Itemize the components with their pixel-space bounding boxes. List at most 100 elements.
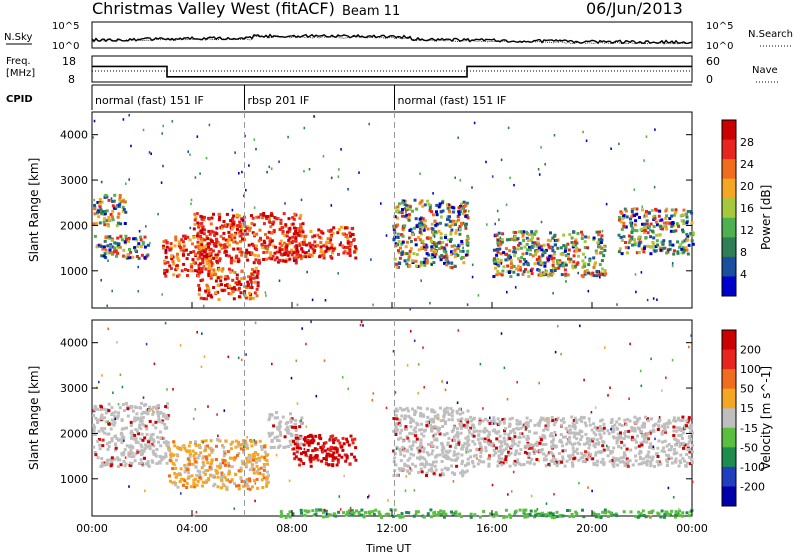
heatmap-cell <box>147 409 151 413</box>
heatmap-cell <box>452 453 456 457</box>
heatmap-cell <box>653 217 657 220</box>
heatmap-cell <box>538 449 542 453</box>
heatmap-cell <box>199 279 203 283</box>
heatmap-cell <box>543 251 547 255</box>
heatmap-cell <box>542 452 546 456</box>
heatmap-cell <box>297 446 301 450</box>
heatmap-cell <box>526 239 530 243</box>
heatmap-cell <box>473 121 476 125</box>
heatmap-cell <box>418 224 422 228</box>
heatmap-cell <box>322 244 326 248</box>
heatmap-cell <box>412 440 415 444</box>
heatmap-cell <box>450 228 454 232</box>
heatmap-cell <box>397 202 401 206</box>
x-axis-label: Time UT <box>365 542 411 554</box>
heatmap-cell <box>347 509 351 513</box>
heatmap-cell <box>583 459 587 463</box>
heatmap-cell <box>196 236 200 240</box>
heatmap-cell <box>623 431 627 435</box>
heatmap-cell <box>255 294 259 298</box>
heatmap-cell <box>113 241 117 245</box>
heatmap-cell <box>655 233 659 237</box>
heatmap-cell <box>571 453 575 457</box>
heatmap-cell <box>613 423 617 427</box>
heatmap-cell <box>453 264 457 268</box>
nsearch-label: N.Search <box>748 29 793 40</box>
heatmap-cell <box>268 416 272 420</box>
heatmap-cell <box>430 429 434 433</box>
heatmap-cell <box>496 269 500 273</box>
heatmap-cell <box>546 417 548 420</box>
heatmap-cell <box>294 258 298 262</box>
heatmap-cell <box>687 448 691 452</box>
heatmap-cell <box>416 456 419 460</box>
heatmap-cell <box>195 510 198 514</box>
heatmap-cell <box>465 448 468 452</box>
heatmap-cell <box>411 443 415 447</box>
heatmap-cell <box>162 244 165 248</box>
heatmap-cell <box>253 232 257 236</box>
heatmap-cell <box>565 280 567 283</box>
heatmap-cell <box>456 431 459 435</box>
heatmap-cell <box>507 453 511 457</box>
heatmap-cell <box>413 238 417 242</box>
heatmap-cell <box>254 258 258 262</box>
heatmap-cell <box>691 230 694 234</box>
heatmap-cell <box>224 275 228 279</box>
heatmap-cell <box>441 380 443 383</box>
heatmap-cell <box>239 223 242 226</box>
heatmap-cell <box>500 158 503 162</box>
heatmap-cell <box>294 435 298 438</box>
heatmap-cell <box>100 427 104 430</box>
heatmap-cell <box>106 304 108 307</box>
heatmap-cell <box>513 512 517 516</box>
heatmap-cell <box>273 258 277 262</box>
heatmap-cell <box>513 453 517 457</box>
heatmap-cell <box>344 235 348 238</box>
heatmap-cell <box>495 437 499 441</box>
heatmap-cell <box>678 444 682 448</box>
heatmap-cell <box>407 252 411 256</box>
heatmap-cell <box>113 193 117 197</box>
heatmap-cell <box>572 419 576 422</box>
heatmap-cell <box>433 414 437 418</box>
heatmap-cell <box>198 246 202 250</box>
heatmap-cell <box>149 433 153 437</box>
heatmap-cell <box>162 246 165 250</box>
heatmap-cell <box>281 231 285 235</box>
heatmap-cell <box>204 255 208 259</box>
y-tick-label: 2000 <box>60 427 88 440</box>
heatmap-cell <box>210 448 214 452</box>
heatmap-cell <box>525 416 529 420</box>
heatmap-cell <box>689 231 693 235</box>
heatmap-cell <box>322 256 326 260</box>
heatmap-cell <box>392 417 396 420</box>
heatmap-cell <box>623 464 627 468</box>
heatmap-cell <box>392 474 396 478</box>
heatmap-cell <box>312 457 316 461</box>
heatmap-cell <box>340 148 342 151</box>
heatmap-cell <box>340 445 343 449</box>
heatmap-cell <box>665 453 669 457</box>
heatmap-cell <box>422 414 426 418</box>
heatmap-cell <box>164 452 168 456</box>
heatmap-cell <box>599 276 601 279</box>
heatmap-cell <box>680 436 684 440</box>
heatmap-cell <box>218 439 222 443</box>
heatmap-cell <box>682 249 686 253</box>
heatmap-cell <box>152 405 156 409</box>
heatmap-cell <box>241 170 243 174</box>
heatmap-cell <box>216 290 220 294</box>
heatmap-cell <box>103 212 107 216</box>
heatmap-cell <box>212 212 215 216</box>
heatmap-cell <box>570 512 574 516</box>
heatmap-cell <box>552 445 556 449</box>
heatmap-cell <box>685 461 689 465</box>
heatmap-cell <box>332 451 336 455</box>
heatmap-cell <box>624 225 628 229</box>
heatmap-cell <box>683 239 687 243</box>
heatmap-cell <box>145 254 149 258</box>
heatmap-cell <box>430 245 434 249</box>
heatmap-cell <box>93 451 97 454</box>
heatmap-cell <box>199 451 203 455</box>
